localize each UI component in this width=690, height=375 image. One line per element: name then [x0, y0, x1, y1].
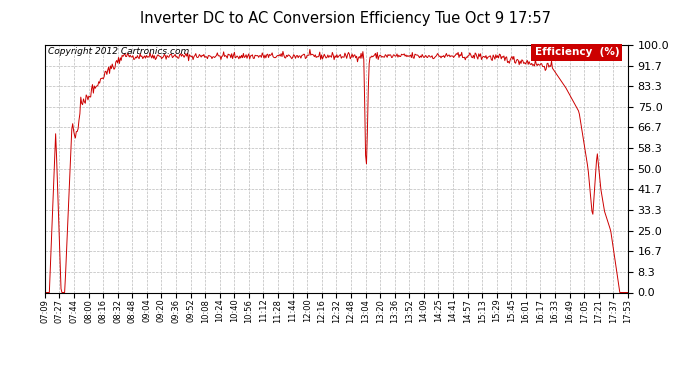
Text: Efficiency  (%): Efficiency (%) — [535, 48, 619, 57]
Text: Inverter DC to AC Conversion Efficiency Tue Oct 9 17:57: Inverter DC to AC Conversion Efficiency … — [139, 11, 551, 26]
Text: Copyright 2012 Cartronics.com: Copyright 2012 Cartronics.com — [48, 48, 189, 57]
